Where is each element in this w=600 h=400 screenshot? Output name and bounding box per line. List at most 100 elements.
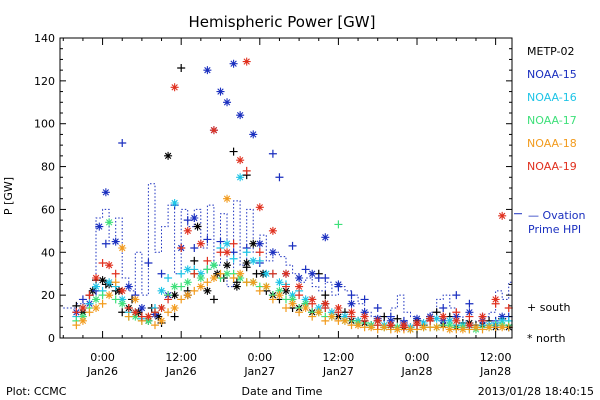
noaa-19-north-point-31 — [478, 312, 487, 321]
noaa-19-north-point-32 — [491, 295, 500, 304]
noaa-16-north-point-7 — [170, 199, 179, 207]
metp-02-south-point-38 — [177, 64, 186, 72]
noaa-18-south-point-9 — [190, 286, 199, 295]
noaa-15-north-point-10 — [190, 214, 199, 222]
metp-02-north-point-12 — [193, 222, 202, 231]
metp-02-south-point-29 — [393, 314, 402, 323]
noaa-18-south-point-10 — [203, 278, 212, 287]
noaa-15-north-point-17 — [249, 130, 258, 139]
noaa-15-south-point-22 — [347, 291, 356, 300]
noaa-18-north-point-6 — [157, 316, 166, 325]
series-noaa-15 — [72, 59, 513, 330]
noaa-17-north-point-12 — [236, 274, 245, 282]
noaa-18-south-point-2 — [98, 299, 107, 308]
noaa-15-north-point-24 — [334, 280, 343, 289]
noaa-15-north-point-11 — [203, 66, 212, 75]
noaa-19-north-point-2 — [105, 261, 114, 270]
noaa-16-north-point-3 — [118, 295, 127, 304]
noaa-18-south-point-3 — [111, 278, 120, 287]
noaa-18-north-point-22 — [367, 323, 376, 332]
noaa-15-north-point-23 — [321, 233, 330, 242]
y-tick-label-80: 80 — [41, 161, 55, 174]
noaa-19-north-point-9 — [196, 239, 205, 248]
noaa-17-north-point-16 — [288, 295, 297, 304]
noaa-15-south-point-23 — [360, 295, 369, 304]
noaa-18-south-point-18 — [308, 312, 317, 321]
noaa-18-north-point-19 — [327, 312, 336, 321]
noaa-16-north-point-20 — [340, 312, 349, 321]
noaa-19-north-point-27 — [426, 314, 435, 323]
noaa-17-south-point-3 — [111, 295, 120, 304]
noaa-19-north-point-16 — [282, 269, 290, 278]
noaa-19-north-point-6 — [157, 304, 166, 312]
noaa-18-south-point-6 — [150, 321, 159, 330]
noaa-15-north-point-3 — [101, 188, 110, 197]
legend-entry-noaa-19: NOAA-19 — [527, 160, 577, 173]
x-tick-time-4: 0:00 — [405, 351, 430, 364]
noaa-19-north-point-11 — [223, 248, 232, 257]
noaa-18-south-point-4 — [124, 312, 133, 321]
noaa-19-north-point-1 — [92, 274, 101, 282]
noaa-19-north-point-7 — [170, 83, 179, 92]
noaa-15-south-point-31 — [465, 299, 474, 308]
y-tick-label-40: 40 — [41, 246, 55, 259]
noaa-19-south-point-12 — [229, 239, 238, 248]
noaa-19-north-point-25 — [399, 321, 408, 330]
y-tick-label-60: 60 — [41, 203, 55, 216]
x-tick-date-4: Jan28 — [401, 365, 433, 378]
noaa-18-south-point-17 — [295, 308, 304, 317]
legend-entry-noaa-18: NOAA-18 — [527, 137, 577, 150]
noaa-18-north-point-24 — [393, 325, 402, 334]
noaa-19-north-point-14 — [255, 203, 264, 212]
noaa-17-south-point-20 — [334, 220, 343, 229]
noaa-17-north-point-3 — [118, 299, 127, 308]
noaa-19-north-point-3 — [118, 286, 127, 295]
metp-02-north-point-10 — [170, 291, 179, 300]
noaa-15-north-point-30 — [413, 314, 422, 323]
noaa-16-north-point-32 — [498, 316, 507, 325]
noaa-17-north-point-9 — [196, 274, 205, 282]
noaa-19-south-point-1 — [85, 291, 94, 300]
noaa-19-south-point-9 — [190, 269, 199, 278]
noaa-19-south-point-6 — [150, 308, 159, 317]
noaa-19-north-point-4 — [131, 308, 140, 317]
noaa-19-north-point-21 — [347, 308, 356, 317]
legend-entry-noaa-15: NOAA-15 — [527, 68, 577, 81]
noaa-15-north-point-25 — [347, 299, 356, 308]
noaa-18-north-point-12 — [236, 269, 245, 278]
noaa-15-north-point-6 — [137, 304, 146, 312]
metp-02-north-point-13 — [203, 286, 212, 295]
noaa-19-north-point-22 — [360, 312, 369, 321]
noaa-15-south-point-2 — [101, 239, 110, 248]
noaa-17-north-point-4 — [131, 312, 140, 321]
noaa-16-north-point-15 — [275, 278, 284, 287]
noaa-16-north-point-19 — [327, 308, 336, 317]
noaa-17-north-point-8 — [183, 278, 192, 287]
legend-entry-noaa-16: NOAA-16 — [527, 91, 577, 104]
footer-timestamp: 2013/01/28 18:40:15 — [478, 385, 594, 398]
noaa-15-north-point-22 — [308, 269, 317, 278]
legend-north-marker: * north — [527, 332, 566, 345]
noaa-15-south-point-5 — [144, 259, 153, 267]
x-tick-time-1: 12:00 — [165, 351, 197, 364]
noaa-17-north-point-2 — [105, 218, 114, 227]
noaa-16-north-point-17 — [301, 295, 310, 304]
noaa-15-south-point-29 — [439, 304, 448, 312]
noaa-15-north-point-5 — [124, 282, 133, 291]
noaa-16-north-point-16 — [288, 291, 297, 300]
noaa-18-north-point-21 — [354, 321, 363, 330]
noaa-18-north-point-10 — [209, 274, 218, 282]
metp-02-south-point-12 — [190, 256, 199, 265]
noaa-18-south-point-15 — [268, 295, 277, 304]
noaa-18-north-point-20 — [340, 316, 349, 325]
noaa-15-north-point-14 — [223, 98, 232, 107]
noaa-18-south-point-12 — [229, 274, 238, 282]
legend-ovation-line1: — Ovation — [528, 209, 586, 222]
noaa-18-north-point-25 — [406, 325, 415, 334]
noaa-19-north-point-0 — [78, 304, 87, 312]
footer-plot-credit: Plot: CCMC — [6, 385, 67, 398]
legend-entry-noaa-17: NOAA-17 — [527, 114, 577, 127]
noaa-17-north-point-28 — [445, 321, 454, 330]
noaa-16-south-point-7 — [164, 274, 173, 282]
axes-layer: 0204060801001201400:00Jan2612:00Jan260:0… — [34, 32, 513, 378]
